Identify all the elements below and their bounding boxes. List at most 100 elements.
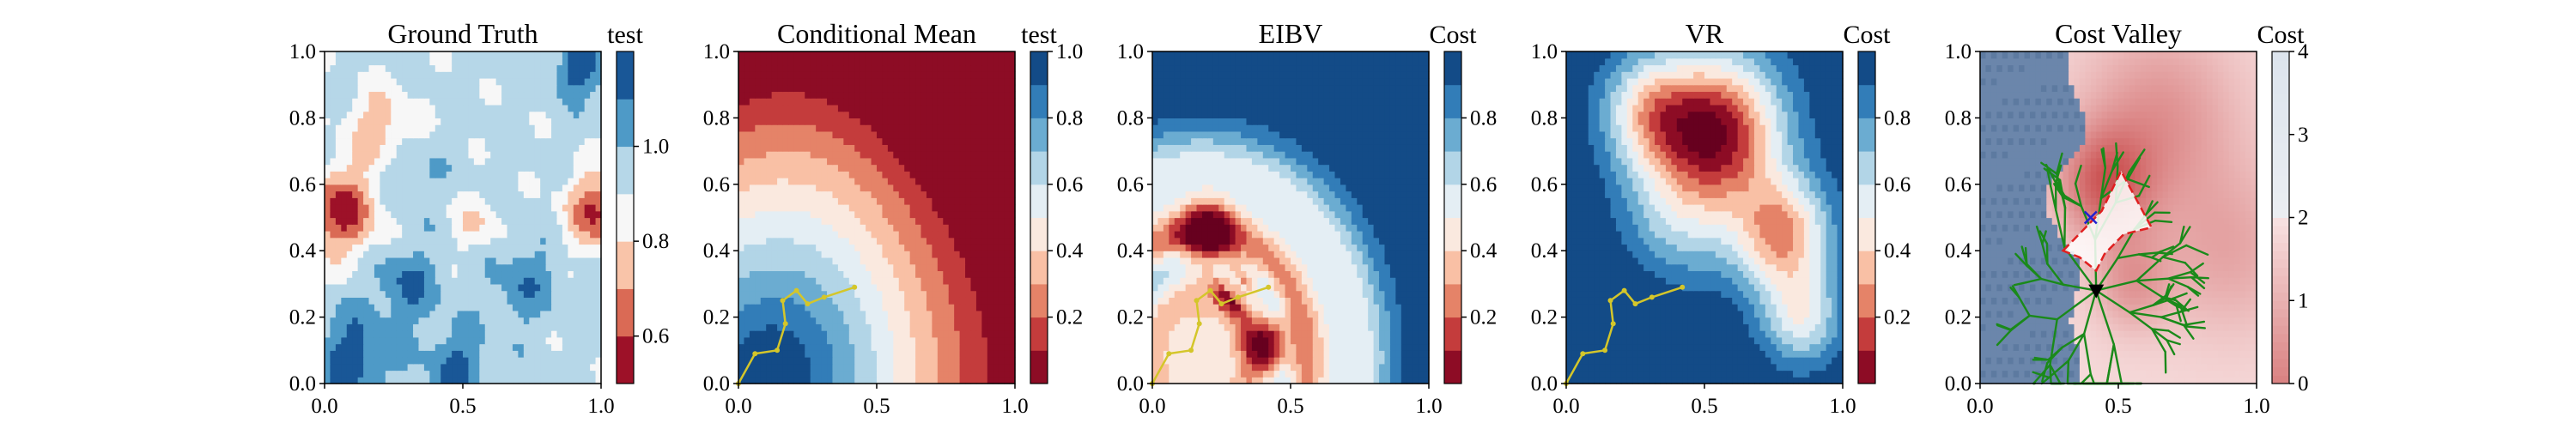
heatmap-cell [429,77,436,86]
heatmap-cell [755,257,762,265]
heatmap-cell [887,297,894,305]
heatmap-cell [1004,230,1011,239]
heatmap-cell [452,64,459,72]
heatmap-cell [335,317,342,324]
heatmap-cell [970,178,977,185]
heatmap-cell [468,51,475,59]
heatmap-cell [787,330,794,338]
heatmap-cell [738,317,745,324]
heatmap-cell [545,251,552,258]
heatmap-cell [523,151,530,159]
heatmap-cell [749,263,756,272]
heatmap-cell [915,57,922,66]
heatmap-cell [799,84,805,93]
heatmap-cell [787,350,794,358]
heatmap-cell [755,178,762,185]
heatmap-cell [573,137,580,145]
heatmap-cell [545,317,552,324]
heatmap-cell [413,204,420,212]
heatmap-cell [507,310,513,318]
heatmap-cell [325,357,331,365]
heatmap-cell [418,370,425,378]
heatmap-cell [407,283,414,292]
heatmap-cell [937,237,944,245]
heatmap-cell [854,343,861,351]
heatmap-cell [562,51,568,59]
heatmap-cell [357,118,364,125]
heatmap-cell [418,178,425,185]
heatmap-cell [832,57,839,66]
heatmap-cell [981,210,988,219]
heatmap-cell [993,317,999,324]
heatmap-cell [484,91,491,99]
heatmap-cell [965,317,972,324]
heatmap-cell [352,230,359,239]
heatmap-cell [959,217,966,225]
heatmap-cell [551,323,558,331]
heatmap-cell [777,124,784,132]
heatmap-cell [981,91,988,99]
heatmap-cell [909,244,916,251]
heatmap-cell [821,310,828,318]
heatmap-cell [1004,277,1011,285]
heatmap-cell [777,178,784,185]
heatmap-cell [771,91,778,99]
heatmap-cell [540,310,547,318]
heatmap-cell [898,204,905,212]
heatmap-cell [440,251,447,258]
heatmap-cell [965,171,972,178]
heatmap-cell [590,124,597,132]
heatmap-cell [920,323,927,331]
heatmap-cell [821,104,828,112]
heatmap-cell [495,98,502,106]
heatmap-cell [584,190,591,198]
heatmap-cell [325,151,331,159]
heatmap-cell [837,130,844,139]
heatmap-cell [325,263,331,272]
heatmap-cell [590,263,597,272]
heatmap-cell [590,224,597,232]
heatmap-cell [418,144,425,152]
heatmap-cell [568,377,574,384]
heatmap-cell [932,71,939,79]
heatmap-cell [866,237,872,245]
heatmap-cell [551,151,558,159]
heatmap-cell [799,237,805,245]
heatmap-cell [484,304,491,311]
heatmap-cell [909,84,916,93]
heatmap-cell [584,104,591,112]
heatmap-cell [590,217,597,225]
heatmap-cell [970,224,977,232]
heatmap-cell [473,304,480,311]
heatmap-cell [380,77,386,86]
heatmap-cell [590,204,597,212]
heatmap-cell [816,197,823,205]
heatmap-cell [501,330,508,338]
heatmap-cell [981,64,988,72]
heatmap-cell [434,190,441,198]
heatmap-cell [993,350,999,358]
heatmap-cell [568,204,574,212]
heatmap-cell [920,104,927,112]
heatmap-cell [893,57,900,66]
heatmap-cell [595,304,602,311]
heatmap-cell [341,151,348,159]
heatmap-cell [545,111,552,118]
heatmap-cell [380,323,386,331]
heatmap-cell [782,323,789,331]
heatmap-cell [766,84,773,93]
heatmap-cell [898,197,905,205]
heatmap-cell [843,336,850,345]
heatmap-cell [568,130,574,139]
heatmap-cell [440,124,447,132]
heatmap-cell [970,317,977,324]
heatmap-cell [573,263,580,272]
heatmap-cell [805,178,811,185]
heatmap-cell [429,118,436,125]
heatmap-cell [341,98,348,106]
heatmap-cell [909,317,916,324]
heatmap-cell [755,91,762,99]
heatmap-cell [926,84,933,93]
heatmap-cell [854,118,861,125]
heatmap-cell [490,130,497,139]
